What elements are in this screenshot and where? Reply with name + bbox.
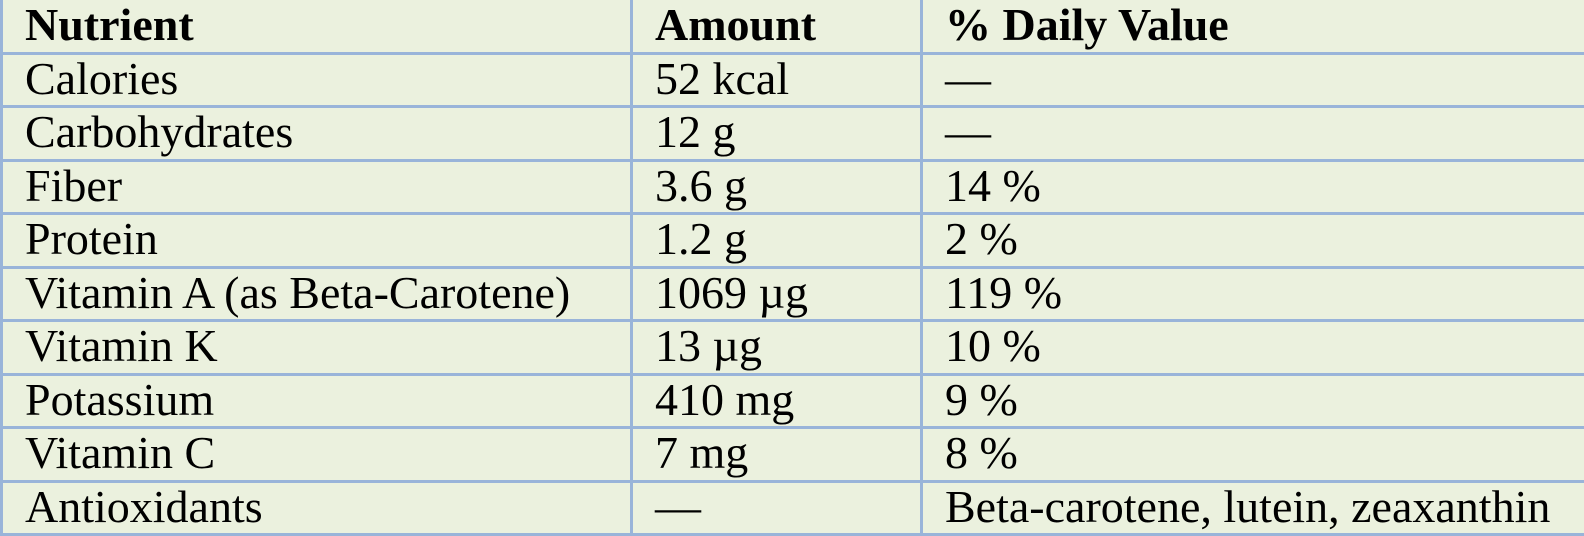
daily-value-cell: Beta-carotene, lutein, zeaxanthin [920, 479, 1584, 536]
amount-cell: 7 mg [630, 426, 923, 483]
column-header-nutrient: Nutrient [0, 0, 633, 55]
amount-cell: 13 µg [630, 319, 923, 376]
nutrient-cell: Vitamin K [0, 319, 633, 376]
nutrient-cell: Vitamin C [0, 426, 633, 483]
daily-value-cell: — [920, 51, 1584, 108]
daily-value-cell: 2 % [920, 212, 1584, 269]
daily-value-cell: 9 % [920, 372, 1584, 429]
column-header-daily-value: % Daily Value [920, 0, 1584, 55]
amount-cell: — [630, 479, 923, 536]
table-row: Potassium 410 mg 9 % [0, 372, 1584, 429]
table-row: Vitamin K 13 µg 10 % [0, 319, 1584, 376]
table-row: Carbohydrates 12 g — [0, 105, 1584, 162]
nutrient-cell: Carbohydrates [0, 105, 633, 162]
nutrient-cell: Protein [0, 212, 633, 269]
table-row: Antioxidants — Beta-carotene, lutein, ze… [0, 479, 1584, 536]
nutrient-cell: Antioxidants [0, 479, 633, 536]
table-row: Protein 1.2 g 2 % [0, 212, 1584, 269]
nutrient-cell: Potassium [0, 372, 633, 429]
daily-value-cell: 8 % [920, 426, 1584, 483]
daily-value-cell: 10 % [920, 319, 1584, 376]
daily-value-cell: — [920, 105, 1584, 162]
table-row: Vitamin C 7 mg 8 % [0, 426, 1584, 483]
table-row: Vitamin A (as Beta-Carotene) 1069 µg 119… [0, 265, 1584, 322]
table-row: Fiber 3.6 g 14 % [0, 158, 1584, 215]
nutrient-cell: Vitamin A (as Beta-Carotene) [0, 265, 633, 322]
header-row: Nutrient Amount % Daily Value [0, 0, 1584, 55]
column-header-amount: Amount [630, 0, 923, 55]
amount-cell: 12 g [630, 105, 923, 162]
amount-cell: 1069 µg [630, 265, 923, 322]
nutrient-cell: Fiber [0, 158, 633, 215]
amount-cell: 1.2 g [630, 212, 923, 269]
table-row: Calories 52 kcal — [0, 51, 1584, 108]
amount-cell: 410 mg [630, 372, 923, 429]
amount-cell: 3.6 g [630, 158, 923, 215]
daily-value-cell: 14 % [920, 158, 1584, 215]
amount-cell: 52 kcal [630, 51, 923, 108]
daily-value-cell: 119 % [920, 265, 1584, 322]
nutrient-cell: Calories [0, 51, 633, 108]
